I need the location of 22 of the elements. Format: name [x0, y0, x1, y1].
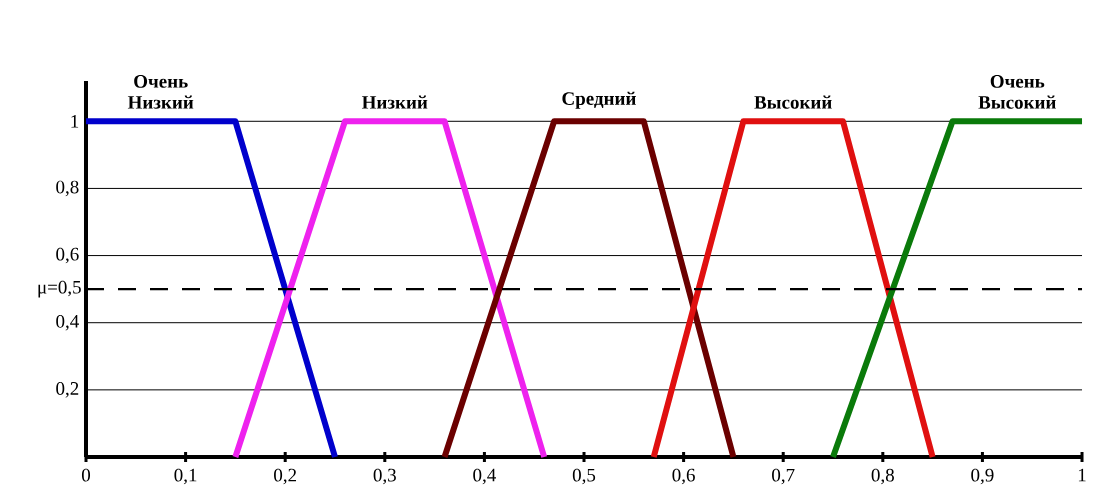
series-label: Низкий — [361, 95, 428, 109]
x-tick-label: 1 — [1078, 468, 1086, 482]
x-tick-label: 0,3 — [373, 468, 396, 485]
y-tick-label: 0,6 — [56, 247, 79, 264]
x-tick-label: 0,6 — [672, 468, 695, 485]
x-tick-label: 0,9 — [971, 468, 994, 485]
series-label: Высокий — [754, 95, 832, 109]
ref-line-label: μ=0,5 — [38, 280, 81, 298]
x-tick-label: 0,4 — [473, 468, 496, 485]
series-label: Очень Низкий — [127, 75, 194, 109]
y-tick-label: 0,8 — [56, 180, 79, 197]
x-tick-label: 0,5 — [572, 468, 596, 485]
x-tick-label: 0,1 — [174, 468, 197, 485]
series-label: Средний — [562, 91, 636, 109]
x-tick-label: 0 — [81, 468, 91, 482]
x-tick-label: 0,7 — [772, 468, 795, 485]
x-tick-label: 0,2 — [274, 468, 297, 485]
y-tick-label: 0,2 — [56, 382, 79, 398]
x-tick-label: 0,8 — [871, 468, 894, 485]
y-tick-label: 0,4 — [56, 314, 79, 331]
series-label: Очень Высокий — [978, 75, 1056, 109]
y-tick-label: 1 — [71, 115, 79, 128]
